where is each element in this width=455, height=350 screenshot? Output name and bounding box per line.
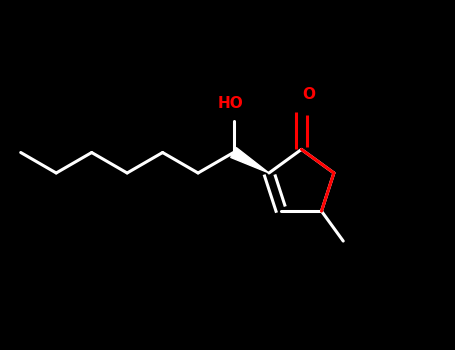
Text: HO: HO: [218, 96, 243, 111]
Polygon shape: [231, 148, 269, 173]
Text: O: O: [302, 87, 315, 102]
